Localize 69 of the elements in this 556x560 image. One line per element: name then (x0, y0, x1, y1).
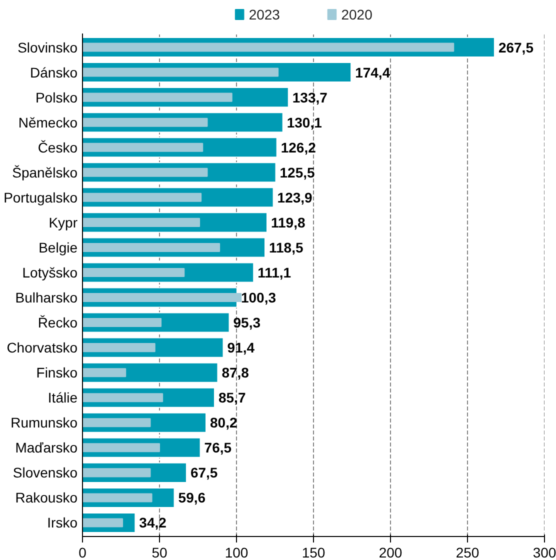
bar (82, 218, 200, 227)
x-tick-label: 150 (302, 544, 326, 560)
bar (82, 343, 156, 352)
x-tick-label: 50 (152, 544, 168, 560)
bar (82, 118, 208, 127)
bar (82, 468, 151, 478)
bar (82, 418, 151, 428)
bar (82, 168, 208, 177)
bar (82, 42, 454, 52)
data-label: 85,7 (218, 390, 246, 406)
bar (82, 368, 126, 378)
data-label: 87,8 (222, 364, 250, 381)
bar (82, 318, 162, 328)
data-label: 267,5 (498, 39, 534, 56)
y-tick-label: Maďarsko (15, 440, 78, 456)
data-label: 126,2 (280, 139, 316, 156)
data-label: 34,2 (139, 514, 167, 531)
data-label: 80,2 (210, 414, 238, 431)
y-tick-label: Itálie (48, 390, 78, 406)
bar (82, 268, 185, 277)
x-tick-label: 100 (224, 544, 248, 560)
y-tick-label: Rumunsko (10, 414, 78, 431)
x-tick-label: 250 (456, 544, 480, 560)
data-label: 76,5 (204, 440, 232, 456)
data-label: 130,1 (286, 114, 322, 130)
y-tick-label: Bulharsko (15, 290, 78, 306)
data-label: 118,5 (268, 239, 304, 256)
y-tick-label: Slovensko (12, 464, 78, 481)
data-label: 174,4 (355, 64, 390, 80)
y-tick-label: Finsko (36, 364, 78, 381)
y-tick-label: Lotyšsko (22, 264, 78, 280)
data-label: 123,9 (277, 189, 313, 206)
y-tick-label: Dánsko (30, 64, 78, 80)
y-tick-label: Slovinsko (18, 39, 78, 56)
legend-label: 2023 (248, 6, 280, 22)
y-tick-label: Belgie (38, 239, 78, 256)
y-tick-label: Rakousko (15, 490, 78, 506)
y-tick-label: Chorvatsko (6, 340, 78, 356)
bar (82, 142, 204, 152)
y-tick-label: Španělsko (12, 164, 78, 180)
y-tick-label: Irsko (47, 514, 78, 531)
bar (82, 443, 160, 452)
data-label: 100,3 (240, 290, 276, 306)
y-tick-label: Řecko (38, 314, 78, 331)
y-tick-label: Česko (38, 139, 78, 156)
data-label: 59,6 (178, 490, 206, 506)
data-label: 91,4 (227, 340, 255, 356)
bar (82, 293, 242, 302)
bar (82, 92, 232, 102)
x-tick-label: 0 (78, 544, 87, 560)
data-label: 67,5 (190, 464, 218, 481)
legend-label: 2020 (341, 6, 373, 22)
y-tick-label: Německo (18, 114, 78, 130)
x-tick-label: 200 (378, 544, 402, 560)
data-label: 125,5 (280, 164, 316, 180)
bar (82, 493, 152, 502)
data-label: 119,8 (270, 214, 306, 230)
bar (82, 393, 164, 402)
bar (82, 192, 202, 202)
y-tick-label: Portugalsko (4, 189, 78, 206)
bar (82, 518, 124, 528)
data-label: 133,7 (292, 89, 328, 106)
y-tick-label: Polsko (35, 89, 78, 106)
x-tick-label: 300 (532, 544, 556, 560)
y-tick-label: Kypr (48, 214, 78, 230)
data-label: 111,1 (258, 264, 292, 280)
bar (82, 242, 220, 252)
bar (82, 68, 279, 77)
data-label: 95,3 (233, 314, 261, 331)
